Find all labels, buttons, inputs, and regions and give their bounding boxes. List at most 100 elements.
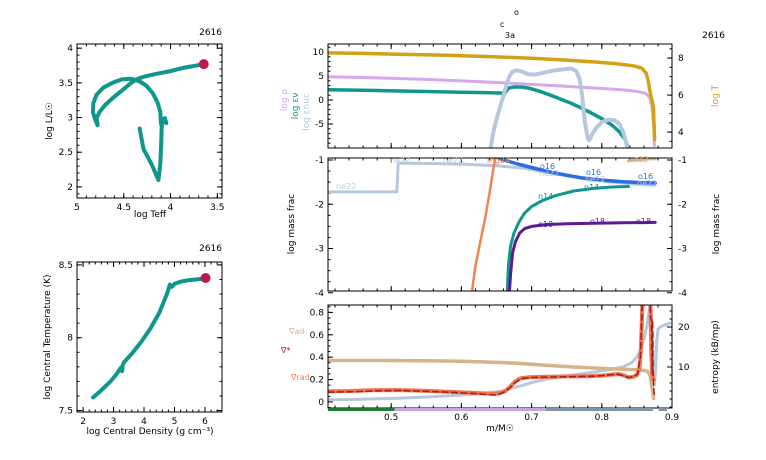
hr-ylabel: log L/L☉ [45,102,55,140]
iso-label: n14 [538,192,553,201]
y-tick-label: 0.6 [310,331,325,341]
series-hr-track [90,62,206,182]
y-tick-label: 0 [318,96,324,106]
iso-label: c12 [634,155,649,164]
series-o16 [495,158,657,185]
iso-label: ne22 [443,156,463,165]
series-grad-ad [328,358,656,401]
iso-label: ne22 [390,156,410,165]
y-tick-label: 3 [67,114,73,124]
series-o18 [507,220,657,291]
burn-label-c: c [500,20,504,29]
ylabel-log-T: log T [711,84,721,107]
trho-xlabel: log Central Density (g cm⁻³) [87,427,214,437]
x-tick-label: 0.6 [454,413,469,423]
y-tick-label: -1 [678,156,687,166]
iso-label: ne22 [336,182,356,191]
series-grad-rad [328,305,656,396]
label-grad-rad: ∇rad [290,373,310,382]
ylabel-log-eps-nuc: log εnuc [302,93,312,131]
y-tick-label: 3.5 [59,79,73,89]
series-trho-track [91,276,208,400]
x-tick-label: 0.8 [595,413,610,423]
y-tick-label: 2.5 [59,148,73,158]
gradients-panel: 0.5 0.6 0.7 0.8 0.9 0.8 0.6 0.4 0.2 0 20 10 [310,304,690,423]
iso-label: o16 [638,172,653,181]
x-tick-label: 3 [111,417,117,427]
y-tick-label: 0.4 [310,353,325,363]
profile-xlabel: m/M☉ [486,424,514,434]
iso-label: n14 [584,183,599,192]
y-tick-label: 20 [678,323,690,333]
y-tick-label: -5 [315,120,324,130]
burn-label-3a: 3a [505,31,515,40]
thermo-profile-panel-border [327,43,673,149]
label-grad-star: ∇* [280,346,290,355]
y-tick-label: 0.8 [310,308,325,318]
y-tick-label: 4 [67,44,73,54]
ylabel-entropy: entropy (kB/mp) [711,320,721,394]
y-tick-label: -2 [678,200,687,210]
y-tick-label: -2 [315,200,324,210]
iso-label: o16 [540,162,555,171]
x-tick-label: 4.5 [117,203,131,213]
thermo-profile-panel: 10 5 0 -5 8 6 4 [313,43,684,149]
y-tick-label: 0 [318,398,324,408]
iso-label: o18 [590,217,605,226]
y-tick-label: 5 [318,72,324,82]
y-tick-label: 6 [678,91,684,101]
hr-model-number: 2616 [199,28,222,38]
iso-label: ne22 [585,175,605,184]
iso-label: o18 [636,217,651,226]
abundance-panel-border [327,157,673,292]
series-c12 [627,158,657,163]
trho-panel-border [76,261,223,413]
ylabel-log-rho: log ρ [280,89,290,112]
series-log-T [328,51,657,142]
label-grad-ad: ∇ad [288,327,304,336]
x-tick-label: 6 [202,417,208,427]
y-tick-label: 8.5 [59,261,73,271]
series-entropy [328,305,672,402]
trho-panel: 2 3 4 5 6 7.5 8 8.5 [59,261,223,427]
hr-panel: 5 4.5 4 3.5 2 2.5 3 3.5 4 [59,43,224,213]
current-model-dot [198,59,209,70]
abundance-panel: -1 -2 -3 -4 -1 -2 -3 -4 [315,156,687,299]
hr-xlabel: log Teff [134,210,167,220]
y-tick-label: 10 [678,363,690,373]
hr-panel-border [76,43,223,199]
y-tick-label: 10 [313,48,325,58]
series-mg24 [470,158,497,291]
x-tick-label: 4 [168,203,174,213]
x-tick-label: 5 [74,203,80,213]
y-tick-label: -3 [678,245,687,255]
y-tick-label: 7.5 [59,407,73,417]
iso-label: ne22 [637,179,657,188]
current-model-dot [200,273,211,284]
ylabel-mass-frac-right: log mass frac [712,194,722,254]
profile-model-number: 2616 [702,31,725,41]
iso-label: o18 [538,220,553,229]
x-tick-label: 4 [141,417,147,427]
ylabel-mass-frac-left: log mass frac [287,194,297,254]
y-tick-label: 8 [678,54,684,64]
y-tick-label: 0.2 [310,376,324,386]
x-tick-label: 5 [172,417,178,427]
x-tick-label: 0.5 [384,413,398,423]
y-tick-label: -1 [315,156,324,166]
x-tick-label: 3.5 [210,203,224,213]
burn-label-o: o [514,8,519,17]
y-tick-label: 4 [678,128,684,138]
iso-label: ne22 [539,169,559,178]
y-tick-label: 2 [67,183,73,193]
x-tick-label: 0.9 [665,413,680,423]
series-grad-star [328,305,656,396]
ylabel-log-eps-nu: log εν [291,93,301,119]
x-tick-label: 0.7 [524,413,538,423]
y-tick-label: -3 [315,245,324,255]
y-tick-label: -4 [678,289,687,299]
iso-label: o16 [586,168,601,177]
trho-model-number: 2616 [199,244,222,254]
trho-ylabel: log Central Temperature (K) [43,274,53,399]
